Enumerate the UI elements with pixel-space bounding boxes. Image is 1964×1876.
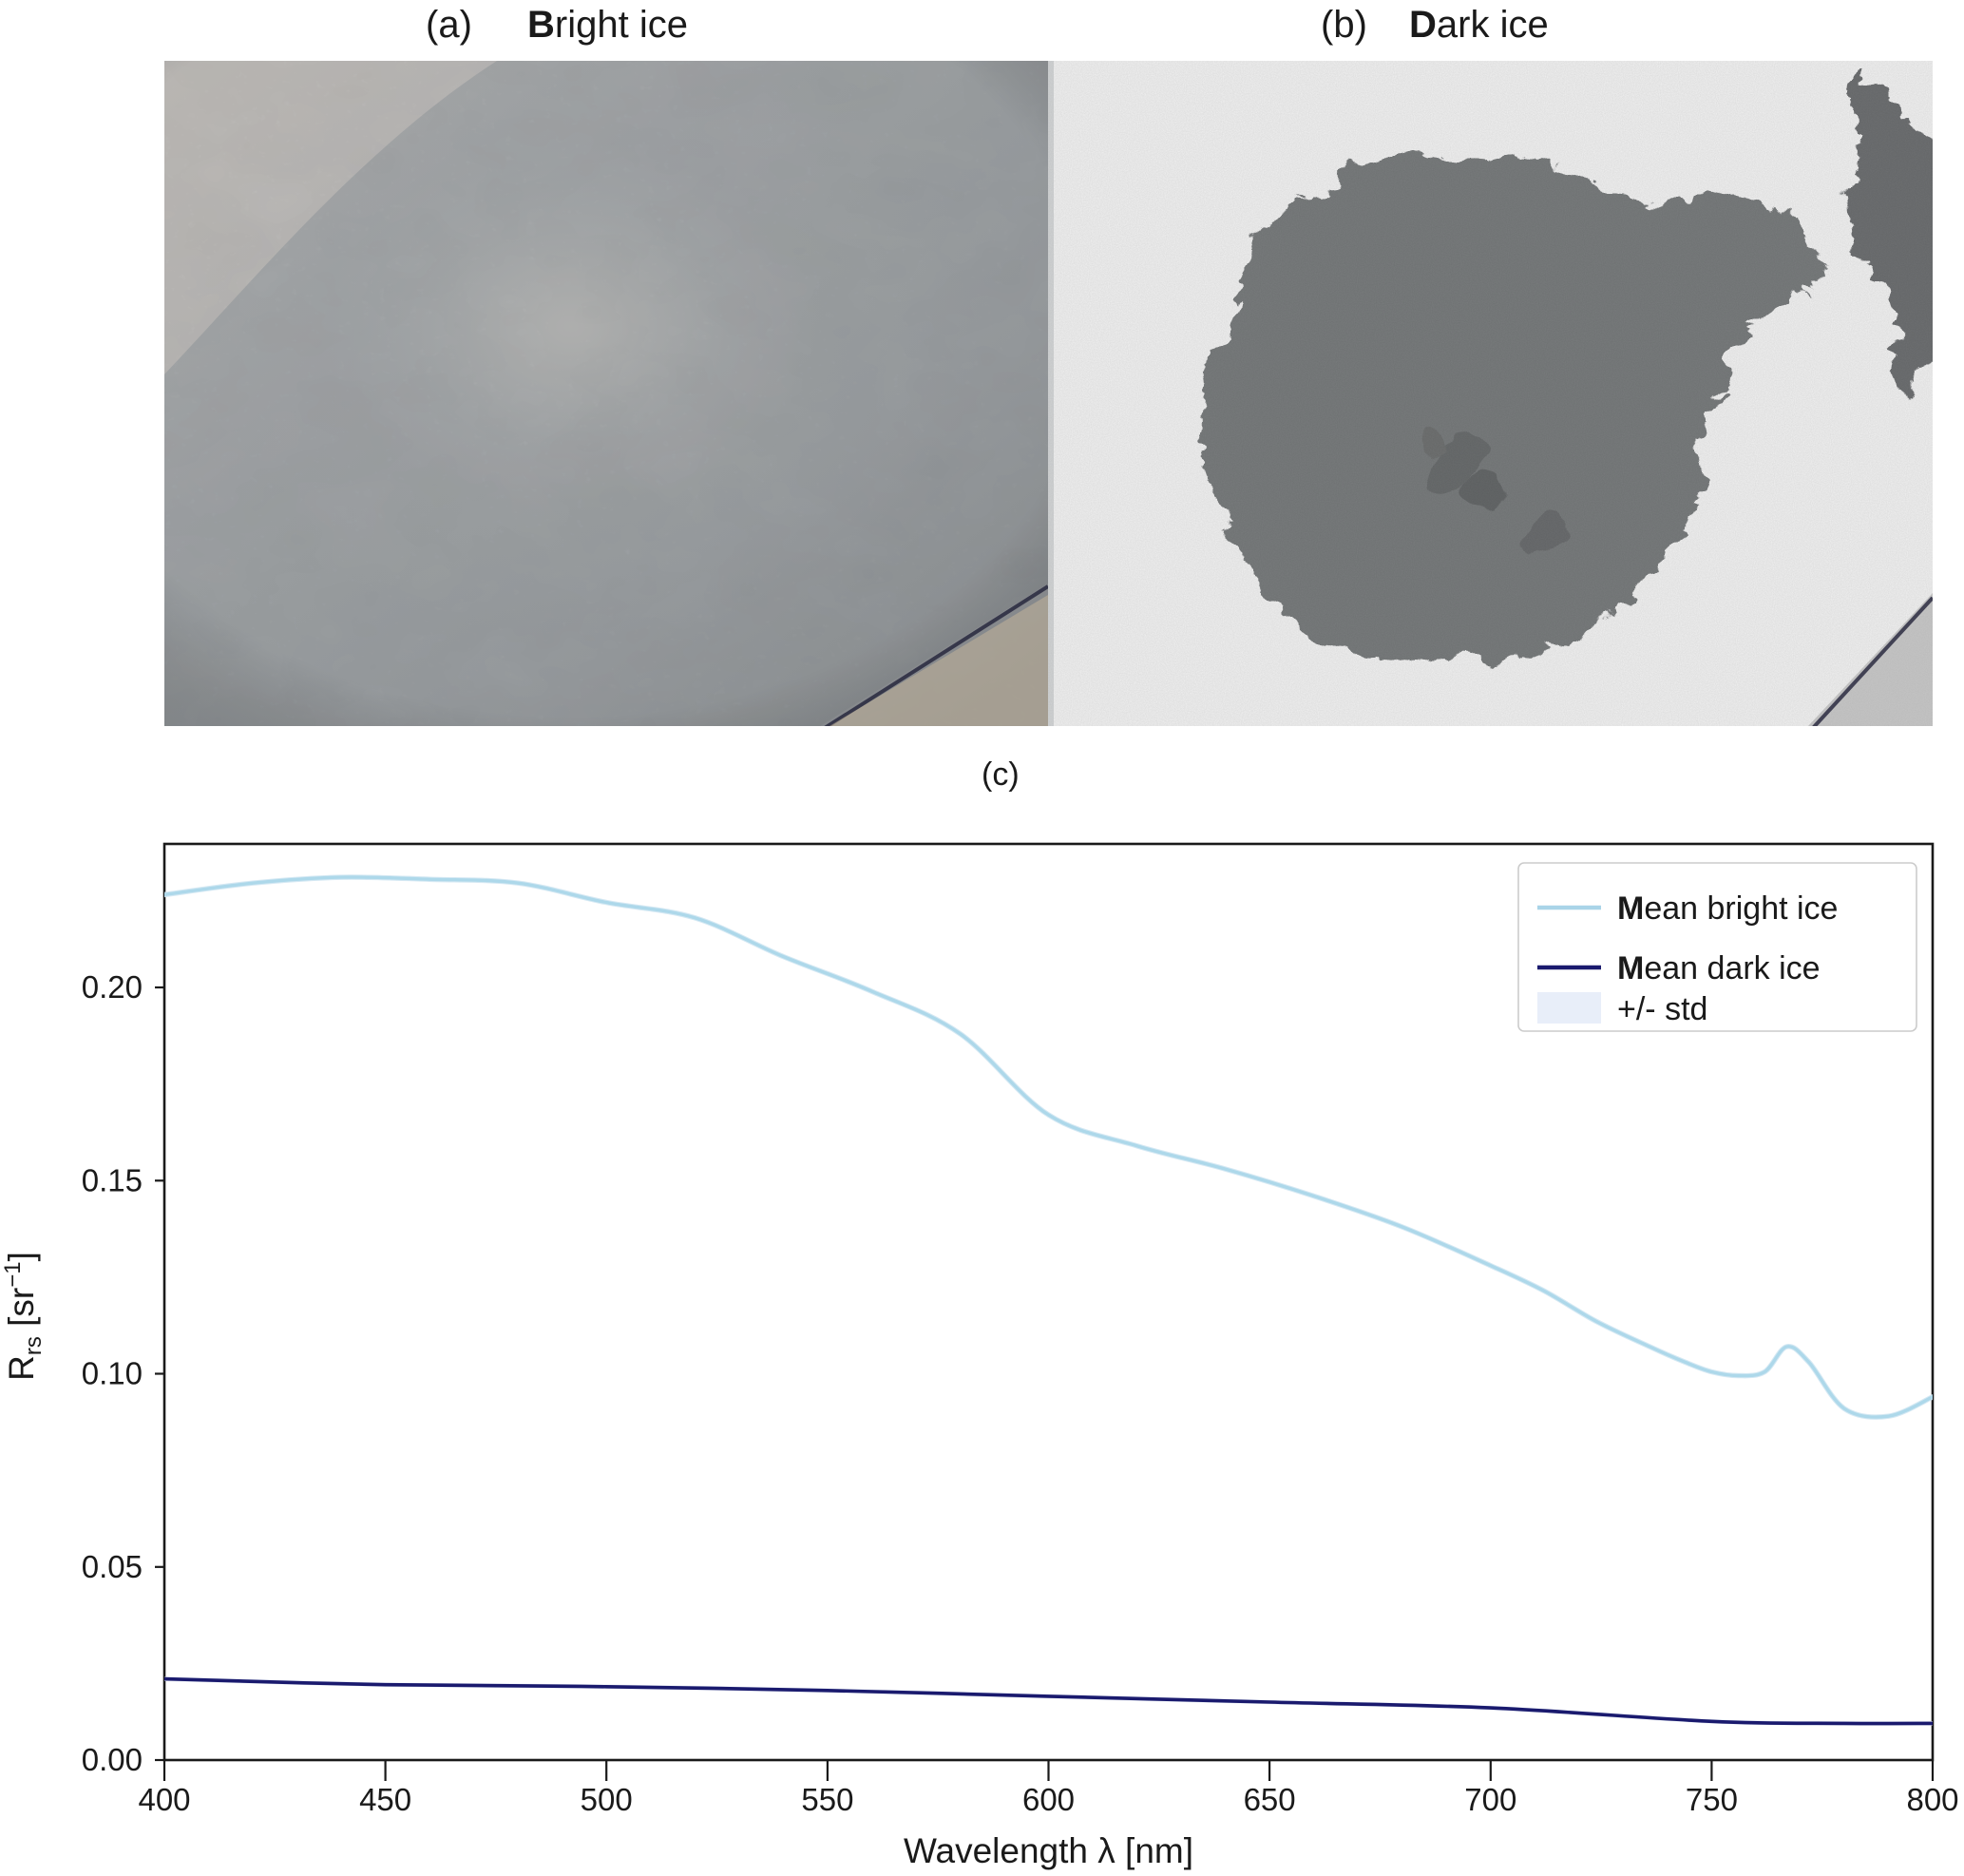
svg-text:700: 700 bbox=[1464, 1782, 1516, 1817]
svg-text:600: 600 bbox=[1022, 1782, 1075, 1817]
svg-text:0.10: 0.10 bbox=[82, 1356, 143, 1391]
svg-text:400: 400 bbox=[138, 1782, 190, 1817]
svg-text:550: 550 bbox=[801, 1782, 853, 1817]
svg-text:500: 500 bbox=[581, 1782, 633, 1817]
svg-text:0.05: 0.05 bbox=[82, 1549, 143, 1584]
svg-text:0.20: 0.20 bbox=[82, 969, 143, 1005]
svg-text:Wavelength λ [nm]: Wavelength λ [nm] bbox=[904, 1831, 1193, 1870]
svg-text:0.00: 0.00 bbox=[82, 1742, 143, 1777]
svg-text:Mean bright ice: Mean bright ice bbox=[1617, 890, 1838, 927]
svg-text:Rrs [sr−1]: Rrs [sr−1] bbox=[0, 1252, 47, 1381]
svg-text:+/- std: +/- std bbox=[1617, 991, 1707, 1027]
svg-text:650: 650 bbox=[1244, 1782, 1296, 1817]
svg-text:800: 800 bbox=[1906, 1782, 1958, 1817]
svg-text:750: 750 bbox=[1686, 1782, 1738, 1817]
svg-text:0.15: 0.15 bbox=[82, 1162, 143, 1197]
svg-text:450: 450 bbox=[359, 1782, 411, 1817]
svg-text:Mean dark ice: Mean dark ice bbox=[1617, 950, 1821, 986]
